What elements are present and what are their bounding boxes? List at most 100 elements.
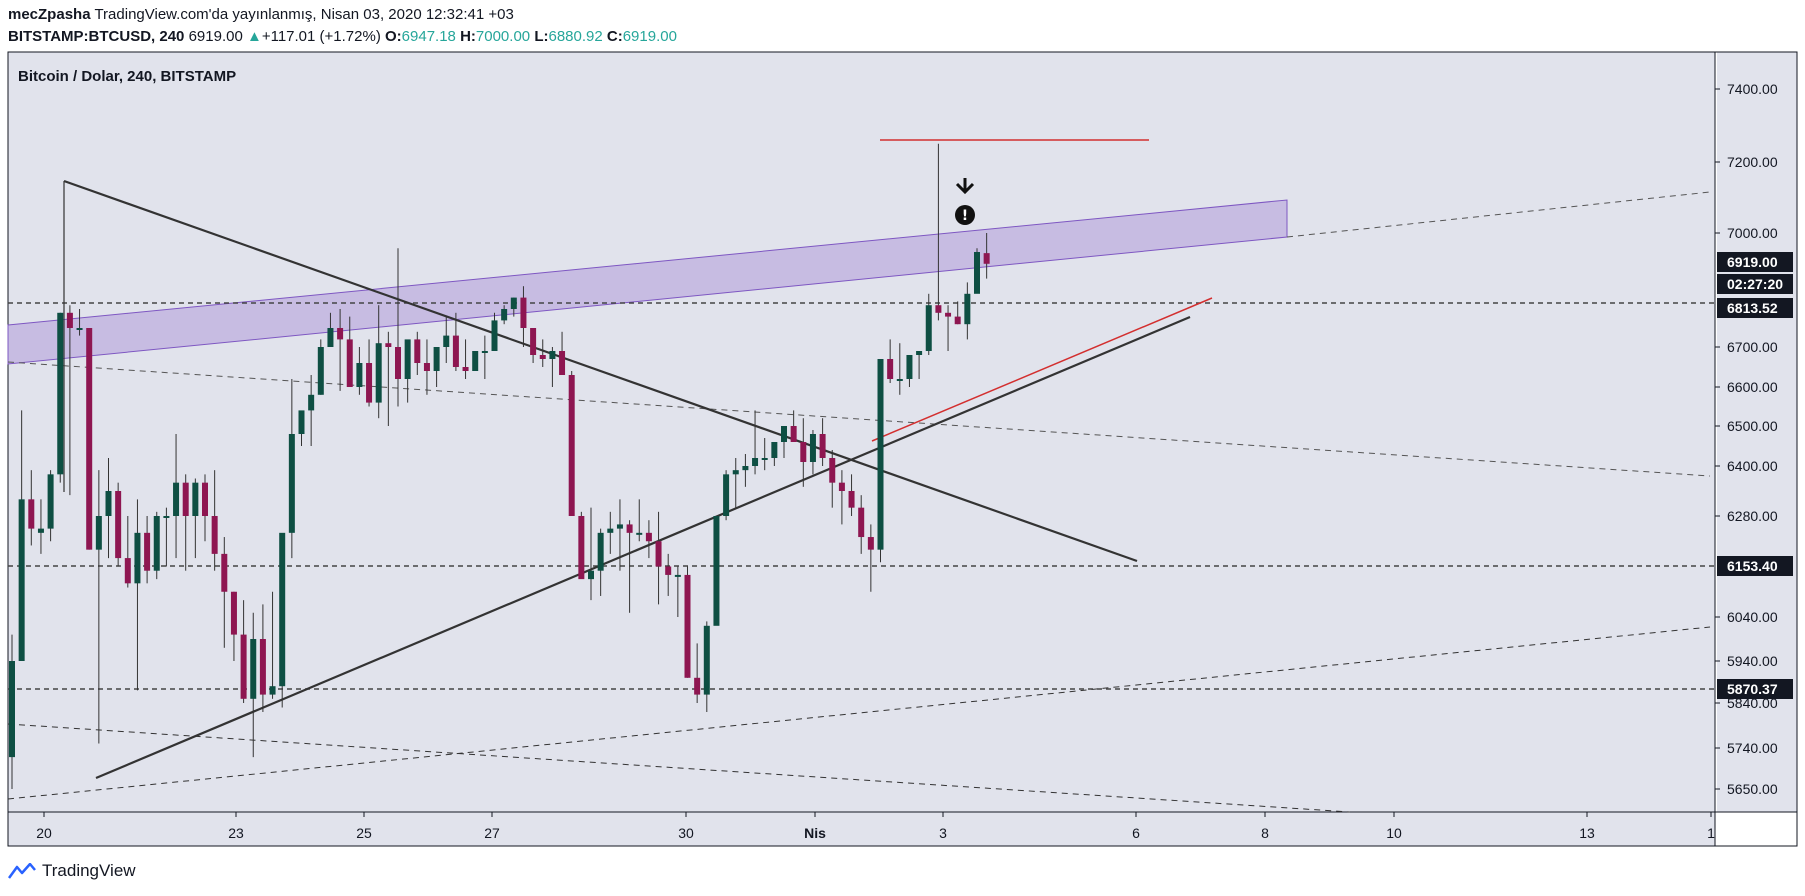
descending-trendline [63,179,1138,563]
close-value: 6919.00 [622,28,677,45]
candle [588,507,594,601]
price-tick-label: 7400.00 [1727,81,1778,97]
candle-body [616,524,623,529]
low-value: 6880.92 [548,28,603,45]
time-axis-ticks: 20 23 25 27 30 Nis 3 6 8 10 13 1 [36,812,1715,841]
candle [983,233,990,279]
candle [211,470,218,571]
ascending-trendline [95,315,1191,780]
candle-body [491,320,498,351]
candle [539,339,546,367]
candle-body [134,532,141,584]
candle-body [684,574,691,678]
price-badge-label: 6919.00 [1727,254,1778,270]
candle [337,309,344,391]
candle-body [95,516,102,550]
candle-body [626,524,633,533]
chart-area [8,52,1715,812]
candle-body [945,312,952,317]
footer: TradingView [8,861,136,881]
candle-body [867,537,874,550]
candle-body [356,363,363,387]
time-tick-label: 23 [228,825,244,841]
candle [877,359,884,563]
candle-body [520,297,527,328]
close-label: C: [606,28,623,45]
candle-body [530,328,537,355]
candle [694,643,701,703]
candle-body [481,351,488,353]
price-tick-label: 5940.00 [1727,653,1778,669]
candle [781,426,787,458]
candle-body [732,470,739,475]
price-badge-bg [1717,274,1793,294]
candle-body [423,363,430,371]
candle-body [452,335,459,367]
ohlc-line: BITSTAMP:BTCUSD, 240 6919.00 ▲+117.01 (+… [8,28,677,45]
candle-body [414,339,421,363]
candle [433,347,440,387]
candle-body [723,474,730,516]
candle [182,474,189,571]
candle-body [510,297,517,309]
candle-body [308,394,315,411]
candle [163,507,170,567]
candle-body [86,328,93,550]
candle [192,478,199,559]
price-badges: 6919.00 02:27:20 6813.52 6153.40 5870.37 [1717,252,1793,699]
candle-body [665,566,672,575]
candle-body [655,541,662,567]
candle [308,375,315,446]
candle [491,312,498,351]
candle-body [240,634,247,699]
candle-body [752,458,759,466]
tradingview-logo-icon[interactable] [8,863,36,879]
author-name[interactable]: mecZpasha [8,6,91,23]
candle-body [211,516,218,554]
candle-body [346,339,353,387]
candle [732,458,739,508]
candle-body [925,305,932,351]
candle [559,331,566,375]
time-tick-label: 6 [1132,825,1140,841]
publish-line: mecZpasha TradingView.com'da yayınlanmış… [8,6,514,23]
candle-body [983,253,990,264]
candle [848,474,855,516]
footer-brand[interactable]: TradingView [42,861,136,880]
candle [462,339,469,379]
candle-body [66,312,73,328]
candle [829,450,836,508]
candle [95,470,102,744]
candle [221,537,228,648]
time-tick-label: 8 [1261,825,1269,841]
price-tick-label: 6600.00 [1727,379,1778,395]
candle [858,495,865,554]
alert-icon [955,205,975,225]
candle-body [974,252,980,294]
time-tick-label: 20 [36,825,52,841]
candle [472,351,479,371]
candle [636,499,643,542]
candle [66,305,73,496]
candle-body [906,355,913,379]
candle [240,600,247,703]
candle [655,511,662,605]
candle [530,328,537,363]
candle [327,312,334,347]
candle-body [317,347,324,395]
price-badge-label: 6813.52 [1727,300,1778,316]
candle [115,482,122,567]
candle-body [809,434,816,462]
price-axis-ticks: 7400.00 7200.00 7000.00 6700.00 6600.00 6500.… [1715,81,1778,797]
candle [665,553,672,596]
time-tick-label: 27 [484,825,500,841]
time-tick-label: Nis [804,825,826,841]
alert-annotation: ! [955,178,975,225]
candle-body [385,343,392,347]
candle [18,410,25,661]
candle-body [433,347,440,371]
price-badge-bg [1717,298,1793,318]
candle-body [916,351,923,355]
price-tick-label: 7200.00 [1727,154,1778,170]
